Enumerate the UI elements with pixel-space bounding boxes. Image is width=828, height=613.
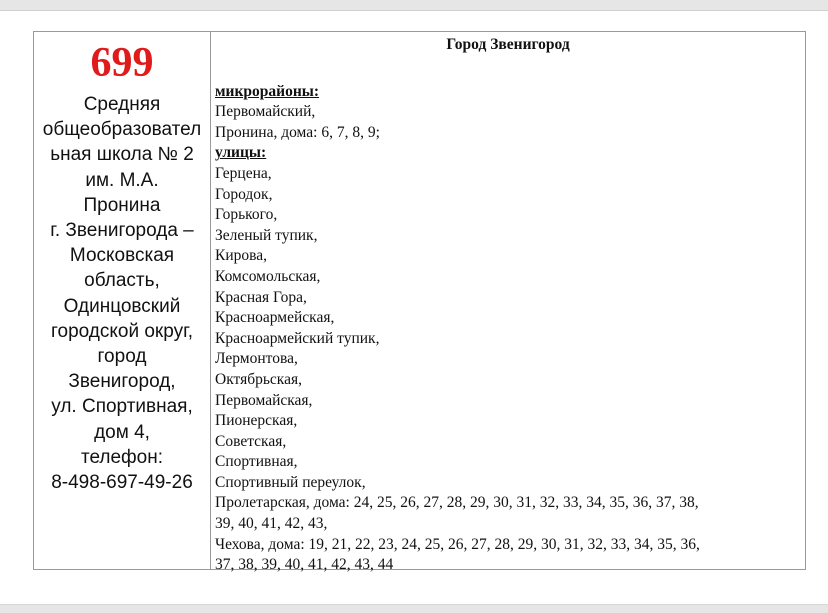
street-item: Чехова, дома: 19, 21, 22, 23, 24, 25, 26… xyxy=(215,535,700,553)
street-item: Спортивная, xyxy=(215,453,298,471)
school-address-line: Пронина xyxy=(83,194,161,216)
street-item: Первомайская, xyxy=(215,391,313,409)
street-item: Советская, xyxy=(215,432,287,450)
school-address-line: 8-498-697-49-26 xyxy=(51,472,193,494)
street-item: 39, 40, 41, 42, 43, xyxy=(215,515,328,533)
microdistrict-item: Первомайский, xyxy=(215,103,316,121)
district-cell: Город Звенигород микрорайоны: Первомайск… xyxy=(211,32,805,573)
school-address-line: город xyxy=(97,346,147,368)
school-address-line: Московская xyxy=(69,245,175,267)
microdistrict-item: Пронина, дома: 6, 7, 8, 9; xyxy=(215,123,380,141)
street-item: Лермонтова, xyxy=(215,350,298,368)
school-address-line: Одинцовский xyxy=(63,295,181,317)
streets-list: Герцена, Городок, Горького, Зеленый тупик, К… xyxy=(215,164,801,576)
viewer-bottom-bar xyxy=(0,604,828,613)
school-address-line: область, xyxy=(84,270,160,292)
street-item: 37, 38, 39, 40, 41, 42, 43, 44 xyxy=(215,556,394,574)
streets-label: улицы: xyxy=(215,144,267,162)
school-address-line: телефон: xyxy=(80,446,164,468)
street-item: Пролетарская, дома: 24, 25, 26, 27, 28, … xyxy=(215,494,699,512)
street-item: Спортивный переулок, xyxy=(215,473,366,491)
school-address-line: городской округ, xyxy=(51,320,193,342)
street-item: Октябрьская, xyxy=(215,370,302,388)
school-address: Средняя общеобразовател ьная школа № 2 им. … xyxy=(34,92,210,495)
school-address-line: ул. Спортивная, xyxy=(51,396,193,418)
street-item: Герцена, xyxy=(215,164,272,182)
school-cell: 699 Средняя общеобразовател ьная школа № 2… xyxy=(34,32,211,569)
school-address-line: им. М.А. xyxy=(85,169,159,191)
school-address-line: Средняя xyxy=(83,94,161,115)
city-heading: Город Звенигород xyxy=(446,36,570,53)
school-address-line: ьная школа № 2 xyxy=(50,144,194,166)
school-number: 699 xyxy=(90,40,154,86)
street-item: Кирова, xyxy=(215,247,268,265)
street-item: Пионерская, xyxy=(215,412,298,430)
school-address-line: дом 4, xyxy=(94,421,150,443)
street-item: Горького, xyxy=(215,206,278,224)
school-address-line: Звенигород, xyxy=(68,371,176,393)
street-item: Красная Гора, xyxy=(215,288,307,306)
school-address-line: общеобразовател xyxy=(42,119,202,141)
microdistricts-list: Первомайский, Пронина, дома: 6, 7, 8, 9; xyxy=(215,102,801,143)
microdistricts-label: микрорайоны: xyxy=(215,82,320,100)
street-item: Комсомольская, xyxy=(215,267,321,285)
street-item: Красноармейская, xyxy=(215,309,335,327)
street-item: Зеленый тупик, xyxy=(215,226,318,244)
viewer-top-bar xyxy=(0,0,828,11)
school-district-table: 699 Средняя общеобразовател ьная школа № 2… xyxy=(33,31,806,573)
street-item: Городок, xyxy=(215,185,273,203)
school-address-line: г. Звенигорода – xyxy=(50,220,194,242)
street-item: Красноармейский тупик, xyxy=(215,329,380,347)
